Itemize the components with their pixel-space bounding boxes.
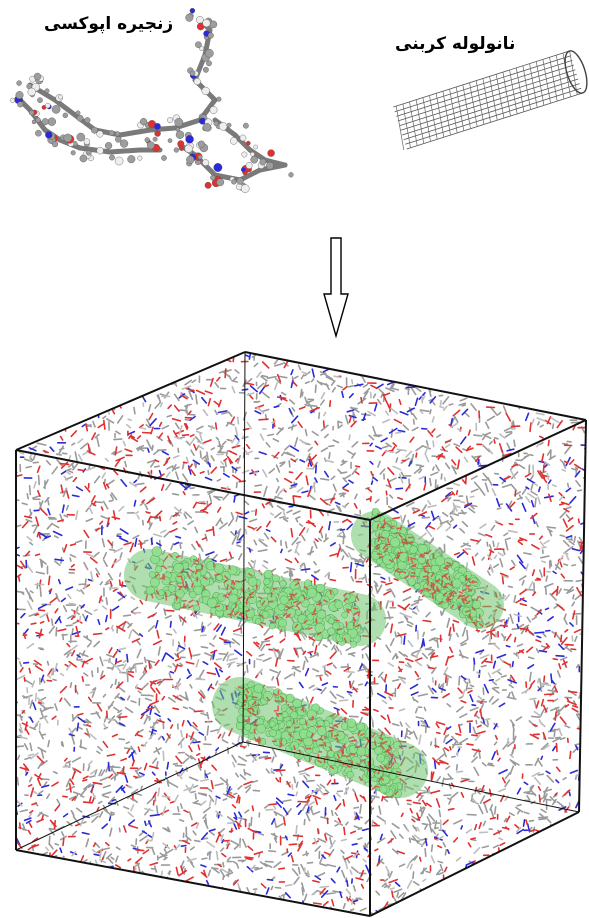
epoxy-chain-label: زنجیره اپوکسی <box>44 14 174 34</box>
carbon-nanotube-model <box>393 50 588 150</box>
simulation-box <box>15 351 587 917</box>
epoxy-chain-molecule <box>9 7 294 193</box>
carbon-nanotube-label: نانولوله کربنی <box>395 34 516 54</box>
down-arrow <box>323 237 349 339</box>
